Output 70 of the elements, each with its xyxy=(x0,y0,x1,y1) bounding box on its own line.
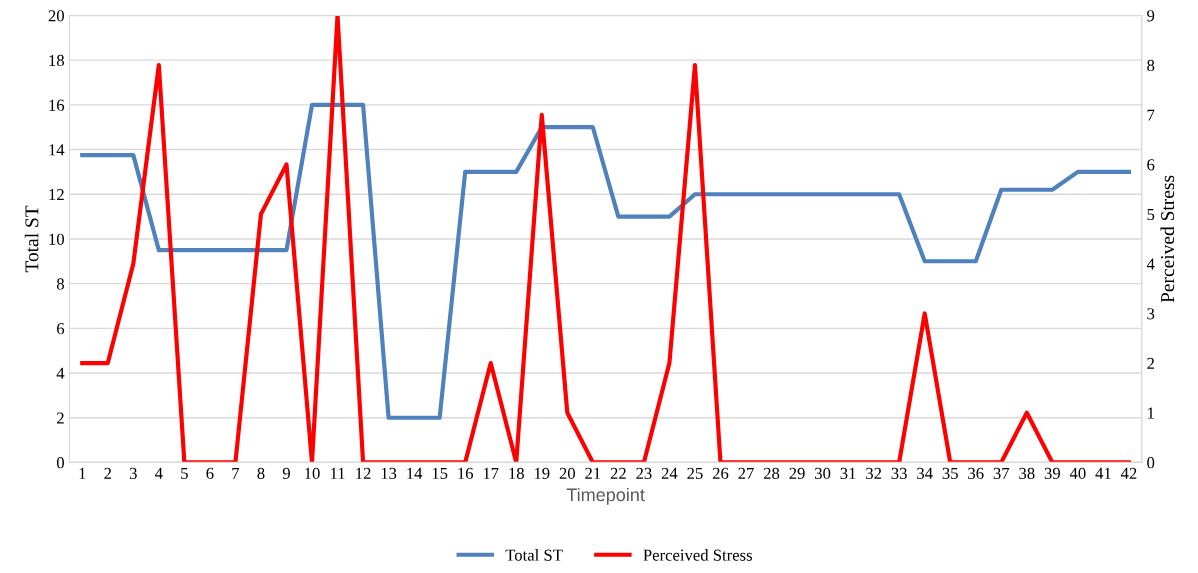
x-tick-label: 26 xyxy=(712,467,729,479)
x-tick-label: 29 xyxy=(789,467,805,479)
y-tick-label: 2 xyxy=(57,412,64,424)
x-tick-label: 19 xyxy=(534,467,550,479)
x-tick-label: 20 xyxy=(559,467,575,479)
x-tick-label: 41 xyxy=(1095,467,1111,479)
x-tick-label: 39 xyxy=(1044,467,1060,479)
y-tick-label: 12 xyxy=(49,188,64,201)
x-tick-label: 4 xyxy=(154,467,163,479)
x-tick-label: 37 xyxy=(993,467,1010,479)
line-series xyxy=(80,15,1132,463)
y2-tick-label: 7 xyxy=(1147,109,1155,121)
x-tick-label: 7 xyxy=(232,467,240,479)
x-tick-label: 1 xyxy=(79,467,86,479)
y2-tick-label: 8 xyxy=(1147,59,1155,72)
y-tick-label: 0 xyxy=(56,457,64,469)
x-tick-label: 33 xyxy=(891,467,907,479)
legend-label: Total ST xyxy=(505,549,563,561)
x-tick-label: 42 xyxy=(1120,467,1137,479)
x-tick-label: 13 xyxy=(381,467,397,479)
y2-tick-label: 0 xyxy=(1147,457,1155,469)
x-tick-label: 21 xyxy=(585,467,601,479)
x-tick-label: 18 xyxy=(509,467,524,479)
y2-axis-title: Perceived Stress xyxy=(1160,175,1175,303)
x-tick-label: 24 xyxy=(661,467,678,479)
x-tick-label: 22 xyxy=(610,467,626,479)
y-tick-label: 4 xyxy=(56,367,65,379)
x-tick-label: 28 xyxy=(763,467,780,479)
x-tick-label: 25 xyxy=(687,467,703,479)
y-tick-label: 6 xyxy=(57,323,65,335)
y2-tick-label: 4 xyxy=(1146,258,1155,270)
x-tick-label: 36 xyxy=(968,467,984,479)
x-tick-label: 9 xyxy=(282,467,290,479)
x-axis-title: Timepoint xyxy=(566,487,645,505)
x-tick-label: 15 xyxy=(432,467,448,479)
x-tick-label: 17 xyxy=(483,467,499,479)
x-tick-label: 16 xyxy=(458,467,474,479)
y2-tick-label: 6 xyxy=(1147,159,1155,171)
x-tick-label: 40 xyxy=(1069,467,1086,479)
x-tick-label: 31 xyxy=(840,467,856,479)
y2-tick-label: 2 xyxy=(1147,357,1154,369)
x-tick-label: 30 xyxy=(815,467,831,479)
y-tick-label: 20 xyxy=(48,10,64,22)
y-tick-label: 16 xyxy=(49,99,65,111)
y2-tick-label: 9 xyxy=(1147,10,1155,22)
y-tick-label: 10 xyxy=(49,233,64,245)
x-tick-label: 34 xyxy=(917,467,933,479)
y-tick-label: 14 xyxy=(49,144,65,156)
y-tick-label: 8 xyxy=(56,278,64,290)
x-tick-label: 5 xyxy=(181,467,188,479)
x-tick-label: 8 xyxy=(257,467,265,479)
y2-tick-label: 5 xyxy=(1147,208,1155,221)
legend-label: Perceived Stress xyxy=(643,549,752,561)
x-tick-label: 3 xyxy=(129,467,137,479)
x-tick-label: 12 xyxy=(356,467,371,479)
x-tick-label: 32 xyxy=(866,467,882,479)
y-tick-label: 18 xyxy=(49,54,64,67)
x-tick-label: 2 xyxy=(104,467,112,479)
y2-tick-label: 1 xyxy=(1148,407,1154,419)
y2-tick-label: 3 xyxy=(1147,308,1155,320)
x-tick-label: 11 xyxy=(330,467,345,479)
x-tick-label: 23 xyxy=(636,467,652,479)
x-tick-label: 35 xyxy=(942,467,958,479)
line-series xyxy=(80,102,1132,420)
x-tick-label: 10 xyxy=(305,467,320,479)
y-axis-title: Total ST xyxy=(24,205,39,273)
x-tick-label: 27 xyxy=(738,467,754,479)
x-tick-label: 14 xyxy=(407,467,423,479)
x-tick-label: 38 xyxy=(1019,467,1035,479)
x-tick-label: 6 xyxy=(206,467,214,479)
